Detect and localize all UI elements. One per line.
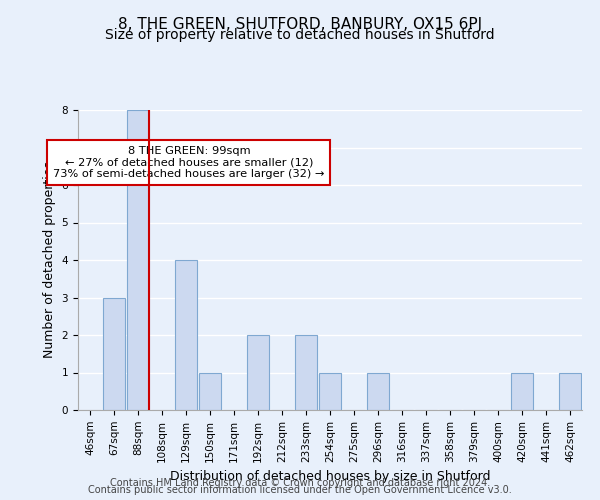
Bar <box>199 372 221 410</box>
Text: 8 THE GREEN: 99sqm
← 27% of detached houses are smaller (12)
73% of semi-detache: 8 THE GREEN: 99sqm ← 27% of detached hou… <box>53 146 325 179</box>
Bar <box>175 260 197 410</box>
Bar <box>319 372 341 410</box>
Bar <box>367 372 389 410</box>
Text: 8, THE GREEN, SHUTFORD, BANBURY, OX15 6PJ: 8, THE GREEN, SHUTFORD, BANBURY, OX15 6P… <box>118 18 482 32</box>
Bar <box>295 335 317 410</box>
Bar <box>103 298 125 410</box>
Y-axis label: Number of detached properties: Number of detached properties <box>43 162 56 358</box>
Bar <box>559 372 581 410</box>
X-axis label: Distribution of detached houses by size in Shutford: Distribution of detached houses by size … <box>170 470 490 483</box>
Bar <box>247 335 269 410</box>
Text: Contains HM Land Registry data © Crown copyright and database right 2024.: Contains HM Land Registry data © Crown c… <box>110 478 490 488</box>
Bar <box>511 372 533 410</box>
Text: Size of property relative to detached houses in Shutford: Size of property relative to detached ho… <box>105 28 495 42</box>
Bar <box>127 110 149 410</box>
Text: Contains public sector information licensed under the Open Government Licence v3: Contains public sector information licen… <box>88 485 512 495</box>
